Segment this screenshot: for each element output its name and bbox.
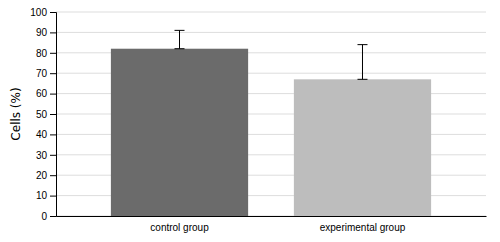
x-tick-label: control group xyxy=(150,222,209,233)
marks xyxy=(111,30,431,216)
y-tick-mark xyxy=(50,175,56,176)
y-tick-label: 20 xyxy=(36,170,48,181)
chart-container: 0 10 20 30 40 50 60 70 80 90 100 control group exper… xyxy=(0,0,500,242)
y-tick: 0 xyxy=(41,211,56,222)
y-tick-label: 10 xyxy=(36,190,48,201)
error-bars xyxy=(175,30,368,79)
error-cap-lower xyxy=(357,79,367,80)
error-cap-upper xyxy=(175,30,185,31)
y-tick-mark xyxy=(50,94,56,95)
y-tick: 30 xyxy=(36,150,56,161)
bar xyxy=(111,49,248,216)
y-tick: 70 xyxy=(36,68,56,79)
y-tick: 80 xyxy=(36,48,56,59)
y-tick-mark xyxy=(50,12,56,13)
y-tick: 40 xyxy=(36,129,56,140)
y-tick-label: 60 xyxy=(36,88,48,99)
grid xyxy=(56,12,486,216)
y-tick: 60 xyxy=(36,88,56,99)
y-tick-label: 70 xyxy=(36,68,48,79)
y-tick-mark xyxy=(50,32,56,33)
y-tick-label: 100 xyxy=(30,7,47,18)
y-tick-label: 40 xyxy=(36,129,48,140)
y-tick: 90 xyxy=(36,27,56,38)
y-tick-mark xyxy=(50,53,56,54)
y-tick-label: 50 xyxy=(36,109,48,120)
y-axis: 0 10 20 30 40 50 60 70 80 90 100 xyxy=(30,7,56,222)
x-tick: experimental group xyxy=(320,216,406,233)
error-cap-lower xyxy=(175,48,185,49)
error-bar xyxy=(179,30,180,48)
y-tick-mark xyxy=(50,196,56,197)
y-tick-label: 30 xyxy=(36,150,48,161)
y-tick-label: 90 xyxy=(36,27,48,38)
y-axis-title: Cells (%) xyxy=(9,87,23,140)
y-tick: 10 xyxy=(36,190,56,201)
y-tick-mark xyxy=(50,73,56,74)
y-axis-line xyxy=(50,13,57,217)
x-axis-line xyxy=(57,216,487,217)
y-tick-mark xyxy=(50,216,56,217)
y-tick: 50 xyxy=(36,109,56,120)
chart-svg: 0 10 20 30 40 50 60 70 80 90 100 control group exper… xyxy=(0,0,500,242)
x-axis: control group experimental group xyxy=(57,216,487,233)
y-tick: 20 xyxy=(36,170,56,181)
y-tick-label: 80 xyxy=(36,48,48,59)
y-tick: 100 xyxy=(30,7,56,18)
grid-line xyxy=(56,12,486,13)
y-tick-mark xyxy=(50,134,56,135)
error-bar xyxy=(362,45,363,80)
x-tick: control group xyxy=(150,216,209,233)
x-tick-label: experimental group xyxy=(320,222,406,233)
grid-line xyxy=(56,32,486,33)
y-tick-label: 0 xyxy=(41,211,47,222)
y-tick-mark xyxy=(50,155,56,156)
plot-area: 0 10 20 30 40 50 60 70 80 90 100 control group exper… xyxy=(30,7,486,233)
error-cap-upper xyxy=(357,44,367,45)
y-tick-mark xyxy=(50,114,56,115)
bar xyxy=(294,79,431,216)
